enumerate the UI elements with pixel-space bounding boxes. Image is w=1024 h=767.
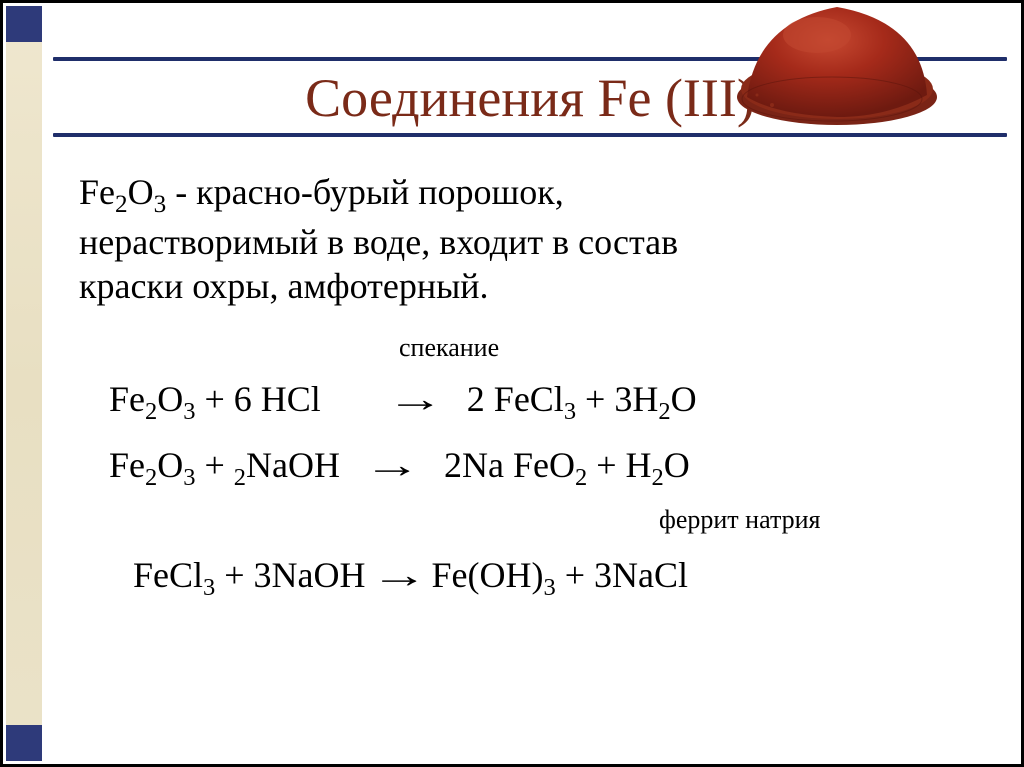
oxide-description: Fe2O3 - красно-бурый порошок, нераствори… (79, 171, 1007, 309)
body-text: Fe2O3 - красно-бурый порошок, нераствори… (53, 171, 1007, 600)
label-ferrite: феррит натрия (659, 505, 1007, 535)
title-rule-bottom (53, 133, 1007, 137)
formula-o: O (128, 172, 154, 212)
eq1-lhs-fe: Fe (109, 379, 145, 419)
desc-line2: нерастворимый в воде, входит в состав (79, 222, 678, 262)
equation-3: FeCl3 + 3NaOH → Fe(OH)3 + 3NaCl (133, 557, 1007, 601)
eq1-lhs-sub1: 2 (145, 398, 157, 425)
eq2-naoh: NaOH (246, 445, 340, 485)
formula-sub2: 3 (154, 191, 167, 218)
eq2-rhs-pre: 2Na FeO (444, 445, 575, 485)
eq1-rhs: 2 FeCl (467, 379, 564, 419)
eq3-rhs-plus: + 3NaCl (556, 555, 688, 595)
desc-line1-rest: - красно-бурый порошок, (166, 172, 564, 212)
eq2-naoh-coef: 2 (234, 464, 246, 491)
corner-square-bottom (6, 725, 42, 761)
label-spekanie: спекание (399, 333, 1007, 363)
eq2-lhs-fe: Fe (109, 445, 145, 485)
eq1-rhs-o: O (671, 379, 697, 419)
eq1-plus: + 6 HCl (195, 379, 320, 419)
slide-content: Соединения Fe (III) Fe2O3 - красно-бурый… (53, 17, 1007, 750)
eq3-plus: + 3NaOH (215, 555, 374, 595)
eq2-rhs-plus: + H (587, 445, 651, 485)
arrow-icon: → (386, 381, 444, 419)
eq1-rhs-sub2: 2 (658, 398, 670, 425)
eq1-rhs-sub1: 3 (564, 398, 576, 425)
desc-line3: краски охры, амфотерный. (79, 266, 489, 306)
eq2-lhs-o: O (157, 445, 183, 485)
eq2-lhs-sub2: 3 (183, 464, 195, 491)
eq1-rhs-plus: + 3H (576, 379, 658, 419)
eq1-lhs-sub2: 3 (183, 398, 195, 425)
eq2-lhs-sub1: 2 (145, 464, 157, 491)
formula-fe: Fe (79, 172, 115, 212)
eq2-rhs-sub2: 2 (652, 464, 664, 491)
formula-sub1: 2 (115, 191, 128, 218)
slide-frame: Соединения Fe (III) Fe2O3 - красно-бурый… (0, 0, 1024, 767)
arrow-icon: → (370, 557, 428, 595)
corner-square-top (6, 6, 42, 42)
eq2-rhs-sub1: 2 (575, 464, 587, 491)
arrow-icon: → (363, 447, 421, 485)
side-strip (6, 6, 42, 761)
eq1-lhs-o: O (157, 379, 183, 419)
eq3-lhs-sub: 3 (203, 574, 215, 601)
eq3-rhs-sub: 3 (544, 574, 556, 601)
iron-oxide-powder-image (717, 0, 947, 127)
eq2-plus-pre: + (195, 445, 233, 485)
equation-1: Fe2O3 + 6 HCl→2 FeCl3 + 3H2O (109, 381, 1007, 425)
eq3-lhs: FeCl (133, 555, 203, 595)
eq3-rhs: Fe(OH) (423, 555, 544, 595)
equation-2: Fe2O3 + 2NaOH→2Na FeO2 + H2O (109, 447, 1007, 491)
eq2-rhs-o: O (664, 445, 690, 485)
